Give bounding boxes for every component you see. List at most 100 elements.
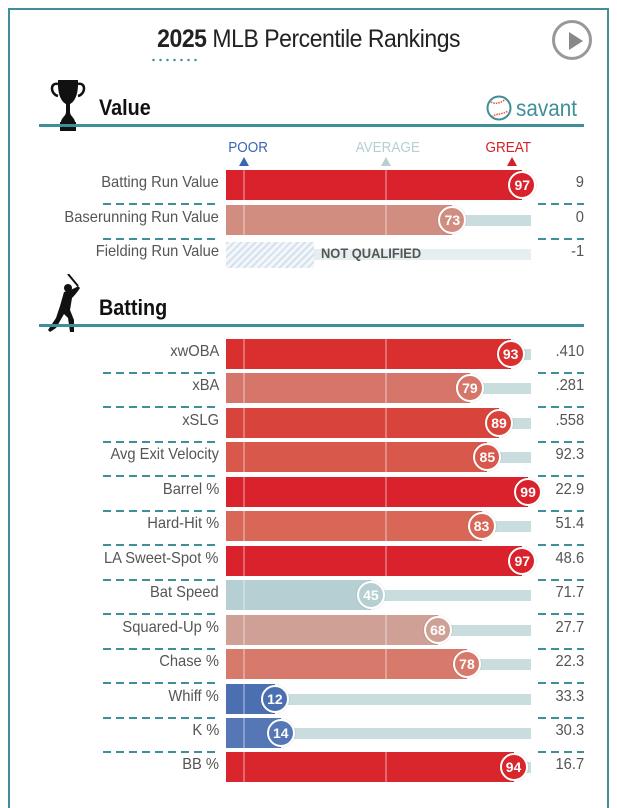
average-gridline (385, 442, 387, 473)
percentile-bar[interactable] (226, 511, 482, 542)
metric-value: .558 (555, 411, 584, 429)
percentile-bar[interactable] (226, 407, 499, 438)
metric-label: Batting Run Value (101, 174, 219, 191)
percentile-badge[interactable]: 94 (499, 753, 528, 782)
section-title-value: Value (99, 95, 151, 120)
metric-row[interactable]: Barrel % 99 22.9 (0, 476, 617, 512)
batter-icon (46, 273, 88, 334)
metric-label: LA Sweet-Spot % (104, 549, 219, 567)
metric-row[interactable]: BB % 94 16.7 (0, 752, 617, 783)
percentile-bar[interactable] (226, 476, 529, 507)
percentile-bar[interactable] (226, 580, 371, 611)
percentile-badge[interactable]: 14 (266, 718, 295, 747)
metric-label: Bat Speed (150, 584, 219, 602)
percentile-badge[interactable]: 45 (356, 581, 385, 610)
metric-row[interactable]: Avg Exit Velocity 85 92.3 (0, 442, 617, 478)
percentile-bar[interactable] (226, 545, 523, 576)
percentile-badge[interactable]: 83 (467, 512, 496, 541)
metric-row[interactable]: K % 14 30.3 (0, 717, 617, 753)
metric-label: Whiff % (168, 687, 219, 705)
metric-value: 27.7 (555, 618, 584, 636)
percentile-bar[interactable] (226, 752, 514, 783)
metric-row[interactable]: Bat Speed 45 71.7 (0, 580, 617, 616)
percentile-badge[interactable]: 97 (508, 171, 537, 199)
percentile-bar[interactable] (226, 373, 470, 404)
metric-label: Baserunning Run Value (64, 208, 219, 226)
average-gridline (385, 545, 387, 576)
percentile-bar[interactable] (226, 170, 523, 200)
metric-row[interactable]: Baserunning Run Value 73 0 (0, 204, 617, 240)
great-marker-icon (507, 157, 517, 166)
metric-label: Chase % (159, 653, 219, 671)
percentile-bar[interactable] (226, 442, 488, 473)
metric-row[interactable]: xSLG 89 .558 (0, 407, 617, 443)
page-title: 2025 MLB Percentile Rankings (25, 25, 593, 54)
metric-value: 92.3 (555, 446, 584, 464)
row-divider (103, 372, 219, 374)
percentile-bar[interactable] (226, 614, 438, 645)
percentile-bar[interactable] (226, 649, 467, 680)
row-divider (103, 750, 219, 753)
value-divider (538, 750, 584, 753)
row-divider (103, 682, 219, 685)
metric-value: .410 (555, 343, 584, 360)
percentile-track (226, 727, 531, 739)
percentile-badge[interactable]: 73 (438, 205, 467, 234)
metric-row[interactable]: Fielding Run Value NOT QUALIFIED -1 (0, 239, 617, 270)
metric-value: 0 (575, 208, 584, 226)
metric-label: xSLG (182, 411, 219, 429)
percentile-badge[interactable]: 85 (473, 443, 502, 472)
metric-value: -1 (570, 243, 584, 260)
average-marker-icon (381, 157, 391, 166)
percentile-bar[interactable] (226, 339, 511, 369)
metric-row[interactable]: Squared-Up % 68 27.7 (0, 614, 617, 650)
poor-marker-icon (239, 157, 249, 166)
row-divider (103, 716, 219, 719)
not-qualified-label: NOT QUALIFIED (321, 245, 422, 261)
metric-row[interactable]: Whiff % 12 33.3 (0, 683, 617, 719)
percentile-badge[interactable]: 93 (496, 340, 525, 368)
average-gridline (385, 752, 387, 783)
metric-label: Squared-Up % (122, 618, 219, 636)
poor-gridline (243, 545, 245, 576)
metric-row[interactable]: xBA 79 .281 (0, 373, 617, 409)
metric-row[interactable]: xwOBA 93 .410 (0, 339, 617, 374)
metric-row[interactable]: LA Sweet-Spot % 97 48.6 (0, 545, 617, 581)
row-divider (103, 647, 219, 650)
card-frame (8, 8, 609, 808)
average-gridline (385, 476, 387, 507)
play-icon[interactable] (552, 20, 592, 60)
value-divider (538, 406, 584, 409)
row-divider (103, 509, 219, 512)
section-rule-value (39, 124, 584, 127)
section-rule-batting (39, 324, 584, 327)
row-divider (103, 578, 219, 581)
metric-row[interactable]: Batting Run Value 97 9 (0, 170, 617, 205)
percentile-badge[interactable]: 99 (514, 477, 543, 506)
section-title-batting: Batting (99, 295, 168, 320)
savant-logo[interactable]: savant (486, 93, 584, 123)
percentile-badge[interactable]: 89 (484, 408, 513, 437)
poor-gridline (243, 717, 245, 748)
metric-value: 33.3 (555, 687, 584, 705)
value-divider (538, 682, 584, 685)
percentile-bar[interactable] (226, 204, 453, 235)
poor-gridline (243, 614, 245, 645)
average-gridline (385, 373, 387, 404)
percentile-badge[interactable]: 97 (508, 546, 537, 575)
poor-gridline (243, 476, 245, 507)
percentile-badge[interactable]: 12 (260, 684, 289, 713)
poor-gridline (243, 170, 245, 200)
poor-gridline (243, 339, 245, 369)
metric-label: Fielding Run Value (95, 243, 219, 260)
average-gridline (385, 649, 387, 680)
percentile-badge[interactable]: 78 (452, 650, 481, 679)
percentile-badge[interactable]: 68 (423, 615, 452, 644)
metric-row[interactable]: Hard-Hit % 83 51.4 (0, 511, 617, 547)
percentile-badge[interactable]: 79 (455, 374, 484, 403)
metric-label: Barrel % (162, 480, 219, 498)
metric-row[interactable]: Chase % 78 22.3 (0, 649, 617, 685)
not-qualified-hatch (226, 242, 314, 268)
scale-great-label: GREAT (485, 139, 532, 156)
scale-average-label: AVERAGE (355, 139, 420, 156)
